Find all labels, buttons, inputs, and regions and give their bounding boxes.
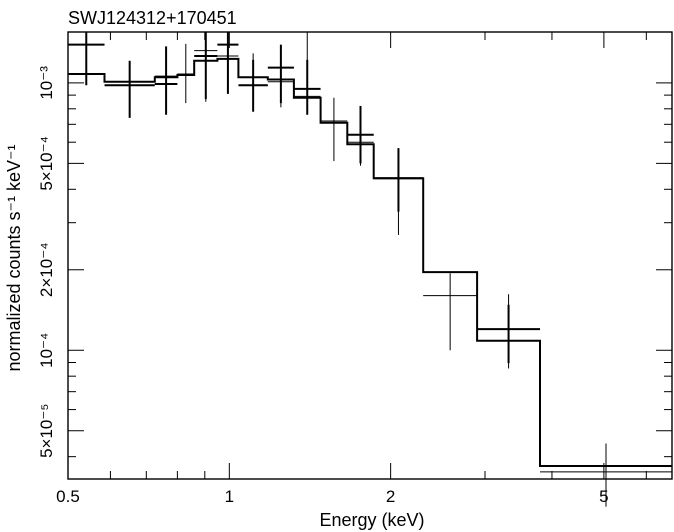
x-tick-label: 5 [599, 487, 608, 506]
data-layer [68, 32, 672, 507]
x-axis-label: Energy (keV) [319, 510, 424, 530]
y-tick-label: 2×10⁻⁴ [37, 242, 56, 297]
plot-frame [67, 31, 673, 480]
x-tick-label: 0.5 [56, 487, 80, 506]
y-axis-ticks: 10⁻³ 5×10⁻⁴ 2×10⁻⁴ 10⁻⁴ 5×10⁻⁵ [37, 66, 672, 458]
model-step-line [68, 57, 672, 467]
model-layer [68, 57, 672, 467]
y-axis-label: normalized counts s⁻¹ keV⁻¹ [4, 144, 24, 371]
y-tick-label: 5×10⁻⁵ [37, 404, 56, 458]
chart-title: SWJ124312+170451 [68, 8, 237, 28]
y-tick-label: 10⁻³ [37, 66, 56, 100]
x-tick-label: 2 [386, 487, 395, 506]
y-tick-label: 5×10⁻⁴ [37, 136, 56, 191]
y-tick-label: 10⁻⁴ [37, 333, 56, 368]
x-axis-ticks: 0.5 1 2 5 [56, 32, 647, 506]
x-tick-label: 1 [225, 487, 234, 506]
